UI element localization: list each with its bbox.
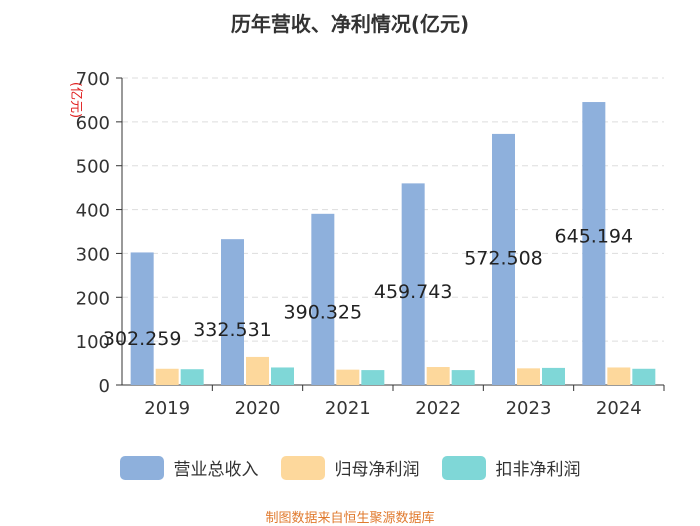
bar-1-2022	[426, 367, 450, 385]
bar-0-2022	[401, 183, 425, 385]
y-tick-label: 300	[76, 244, 110, 265]
y-tick-label: 700	[76, 69, 110, 90]
bars	[130, 102, 656, 385]
y-tick-label: 400	[76, 201, 110, 222]
bar-2-2019	[180, 369, 204, 385]
data-label: 332.531	[193, 319, 272, 341]
legend-label-deducted-profit: 扣非净利润	[495, 460, 581, 480]
bar-0-2024	[582, 102, 606, 385]
x-tick-label: 2019	[144, 398, 190, 419]
y-tick-label: 200	[76, 288, 110, 309]
grid-lines	[122, 77, 664, 342]
legend-label-revenue: 营业总收入	[173, 460, 259, 480]
legend-item-deducted-profit[interactable]: 扣非净利润	[441, 455, 581, 480]
legend-item-revenue[interactable]: 营业总收入	[119, 455, 259, 480]
data-label: 459.743	[374, 281, 453, 303]
legend-swatch-deducted-profit	[441, 455, 486, 480]
bar-2-2020	[271, 367, 294, 385]
y-tick-label: 500	[76, 157, 110, 178]
bar-0-2021	[311, 213, 335, 385]
data-label: 645.194	[555, 226, 634, 248]
bar-2-2024	[632, 368, 656, 385]
bar-2-2023	[542, 367, 565, 385]
x-tick-label: 2022	[415, 398, 461, 419]
x-tick-label: 2024	[596, 398, 642, 419]
bar-1-2020	[246, 356, 269, 385]
data-label: 572.508	[464, 247, 543, 269]
data-labels: 302.259 332.531 390.325 459.743 572.508 645.1…	[103, 226, 633, 350]
x-tick-label: 2021	[325, 398, 371, 419]
bar-2-2022	[451, 370, 475, 385]
x-tick-label: 2023	[506, 398, 552, 419]
legend-swatch-net-profit	[280, 455, 325, 480]
x-tick-label: 2020	[235, 398, 281, 419]
legend: 营业总收入 归母净利润 扣非净利润	[0, 455, 700, 480]
y-tick-label: 0	[99, 376, 110, 397]
bar-1-2019	[155, 368, 179, 385]
bar-1-2023	[517, 368, 540, 385]
y-axis-label: (亿元)	[68, 82, 83, 118]
chart-title: 历年营收、净利情况(亿元)	[230, 12, 470, 36]
bar-0-2020	[221, 239, 244, 385]
legend-item-net-profit[interactable]: 归母净利润	[280, 455, 420, 480]
bar-0-2019	[130, 252, 154, 385]
bar-2-2021	[361, 370, 385, 385]
bar-0-2023	[492, 133, 515, 385]
bar-1-2021	[336, 369, 360, 385]
y-tick-label: 600	[76, 113, 110, 134]
data-label: 302.259	[103, 328, 182, 350]
data-label: 390.325	[284, 302, 363, 324]
axes: 0 100 200 300 400 500 600 700(亿元) 2019 2020 2021 20…	[68, 69, 665, 419]
legend-label-net-profit: 归母净利润	[334, 460, 420, 480]
legend-swatch-revenue	[119, 455, 164, 480]
source-note: 制图数据来自恒生聚源数据库	[265, 511, 435, 526]
bar-1-2024	[607, 367, 631, 385]
y-tick-label: 100	[76, 332, 110, 353]
